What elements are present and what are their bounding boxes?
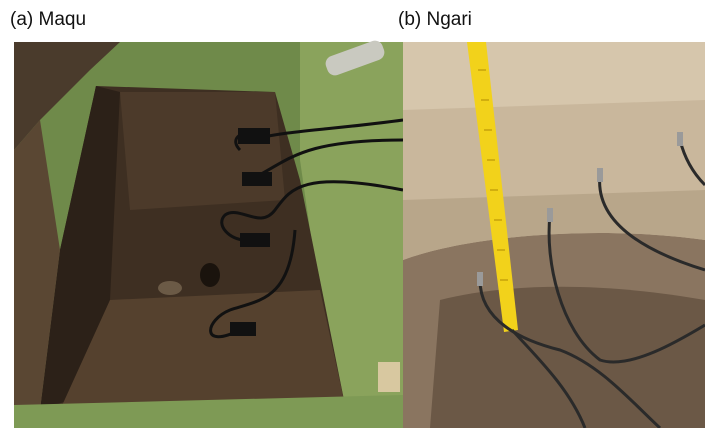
- panel-caption: (a) Maqu: [10, 9, 86, 30]
- photo-ngari: [403, 42, 705, 428]
- panel-caption: (b) Ngari: [398, 9, 472, 30]
- photo-maqu: [14, 40, 404, 428]
